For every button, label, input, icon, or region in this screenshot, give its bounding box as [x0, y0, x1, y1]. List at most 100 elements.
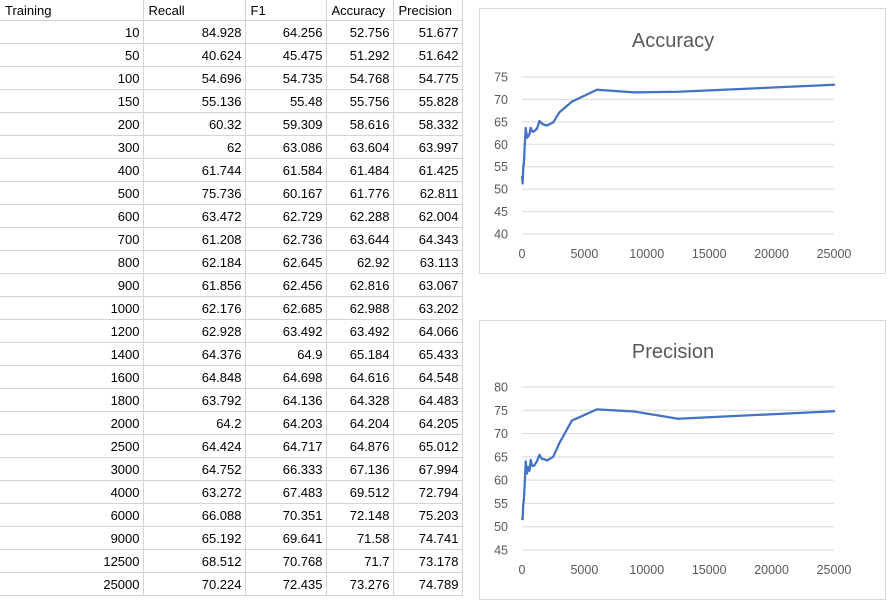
table-cell[interactable]: 1800 [0, 388, 144, 412]
table-cell[interactable]: 61.744 [143, 158, 246, 182]
header-cell[interactable]: Precision [393, 0, 463, 21]
table-cell[interactable]: 63.492 [326, 319, 394, 343]
table-cell[interactable]: 51.677 [393, 20, 463, 44]
table-cell[interactable]: 63.067 [393, 273, 463, 297]
table-cell[interactable]: 700 [0, 227, 144, 251]
table-cell[interactable]: 66.333 [245, 457, 327, 481]
table-cell[interactable]: 84.928 [143, 20, 246, 44]
table-cell[interactable]: 64.328 [326, 388, 394, 412]
table-cell[interactable]: 52.756 [326, 20, 394, 44]
table-cell[interactable]: 64.876 [326, 434, 394, 458]
table-cell[interactable]: 63.644 [326, 227, 394, 251]
header-cell[interactable]: F1 [245, 0, 327, 21]
table-cell[interactable]: 3000 [0, 457, 144, 481]
table-cell[interactable]: 63.086 [245, 135, 327, 159]
table-cell[interactable]: 64.698 [245, 365, 327, 389]
table-cell[interactable]: 64.204 [326, 411, 394, 435]
header-cell[interactable]: Recall [143, 0, 246, 21]
table-cell[interactable]: 65.012 [393, 434, 463, 458]
table-cell[interactable]: 62.288 [326, 204, 394, 228]
table-cell[interactable]: 6000 [0, 503, 144, 527]
table-cell[interactable]: 70.224 [143, 572, 246, 596]
table-cell[interactable]: 73.178 [393, 549, 463, 573]
table-cell[interactable]: 61.856 [143, 273, 246, 297]
table-cell[interactable]: 64.848 [143, 365, 246, 389]
table-cell[interactable]: 64.717 [245, 434, 327, 458]
table-cell[interactable]: 4000 [0, 480, 144, 504]
header-cell[interactable]: Accuracy [326, 0, 394, 21]
table-cell[interactable]: 63.492 [245, 319, 327, 343]
table-cell[interactable]: 60.167 [245, 181, 327, 205]
table-cell[interactable]: 62.184 [143, 250, 246, 274]
table-cell[interactable]: 55.828 [393, 89, 463, 113]
table-cell[interactable]: 40.624 [143, 43, 246, 67]
table-cell[interactable]: 64.9 [245, 342, 327, 366]
table-cell[interactable]: 55.756 [326, 89, 394, 113]
table-cell[interactable]: 800 [0, 250, 144, 274]
table-cell[interactable]: 64.203 [245, 411, 327, 435]
precision-chart[interactable]: Precision 45 50 55 60 65 70 75 80 0 5000 10000 15000… [479, 320, 886, 600]
table-cell[interactable]: 61.484 [326, 158, 394, 182]
table-cell[interactable]: 64.2 [143, 411, 246, 435]
table-cell[interactable]: 75.736 [143, 181, 246, 205]
table-cell[interactable]: 55.136 [143, 89, 246, 113]
table-cell[interactable]: 64.424 [143, 434, 246, 458]
table-cell[interactable]: 54.768 [326, 66, 394, 90]
table-cell[interactable]: 12500 [0, 549, 144, 573]
table-cell[interactable]: 150 [0, 89, 144, 113]
table-cell[interactable]: 62.816 [326, 273, 394, 297]
table-cell[interactable]: 63.113 [393, 250, 463, 274]
table-cell[interactable]: 65.433 [393, 342, 463, 366]
table-cell[interactable]: 71.58 [326, 526, 394, 550]
table-cell[interactable]: 62.811 [393, 181, 463, 205]
table-cell[interactable]: 62.685 [245, 296, 327, 320]
table-cell[interactable]: 67.483 [245, 480, 327, 504]
table-cell[interactable]: 67.136 [326, 457, 394, 481]
table-cell[interactable]: 9000 [0, 526, 144, 550]
table-cell[interactable]: 64.066 [393, 319, 463, 343]
table-cell[interactable]: 72.794 [393, 480, 463, 504]
table-cell[interactable]: 300 [0, 135, 144, 159]
table-cell[interactable]: 54.696 [143, 66, 246, 90]
table-cell[interactable]: 64.205 [393, 411, 463, 435]
table-cell[interactable]: 63.272 [143, 480, 246, 504]
table-cell[interactable]: 62.736 [245, 227, 327, 251]
table-cell[interactable]: 68.512 [143, 549, 246, 573]
table-cell[interactable]: 51.292 [326, 43, 394, 67]
table-cell[interactable]: 63.997 [393, 135, 463, 159]
table-cell[interactable]: 62.645 [245, 250, 327, 274]
table-cell[interactable]: 62.456 [245, 273, 327, 297]
table-cell[interactable]: 1600 [0, 365, 144, 389]
table-cell[interactable]: 62 [143, 135, 246, 159]
table-cell[interactable]: 1000 [0, 296, 144, 320]
table-cell[interactable]: 64.256 [245, 20, 327, 44]
table-cell[interactable]: 65.192 [143, 526, 246, 550]
table-cell[interactable]: 66.088 [143, 503, 246, 527]
table-cell[interactable]: 72.148 [326, 503, 394, 527]
table-cell[interactable]: 400 [0, 158, 144, 182]
table-cell[interactable]: 69.512 [326, 480, 394, 504]
table-cell[interactable]: 67.994 [393, 457, 463, 481]
table-cell[interactable]: 64.376 [143, 342, 246, 366]
table-cell[interactable]: 61.208 [143, 227, 246, 251]
table-cell[interactable]: 65.184 [326, 342, 394, 366]
table-cell[interactable]: 70.768 [245, 549, 327, 573]
table-cell[interactable]: 63.604 [326, 135, 394, 159]
table-cell[interactable]: 64.752 [143, 457, 246, 481]
accuracy-chart[interactable]: Accuracy 40 45 50 55 60 65 70 75 0 5000 10000 15000 2… [479, 8, 886, 274]
table-cell[interactable]: 64.136 [245, 388, 327, 412]
table-cell[interactable]: 64.343 [393, 227, 463, 251]
table-cell[interactable]: 54.775 [393, 66, 463, 90]
table-cell[interactable]: 100 [0, 66, 144, 90]
table-cell[interactable]: 64.483 [393, 388, 463, 412]
table-cell[interactable]: 1400 [0, 342, 144, 366]
table-cell[interactable]: 62.92 [326, 250, 394, 274]
table-cell[interactable]: 10 [0, 20, 144, 44]
table-cell[interactable]: 200 [0, 112, 144, 136]
table-cell[interactable]: 74.741 [393, 526, 463, 550]
table-cell[interactable]: 63.472 [143, 204, 246, 228]
table-cell[interactable]: 51.642 [393, 43, 463, 67]
table-cell[interactable]: 1200 [0, 319, 144, 343]
table-cell[interactable]: 69.641 [245, 526, 327, 550]
table-cell[interactable]: 25000 [0, 572, 144, 596]
